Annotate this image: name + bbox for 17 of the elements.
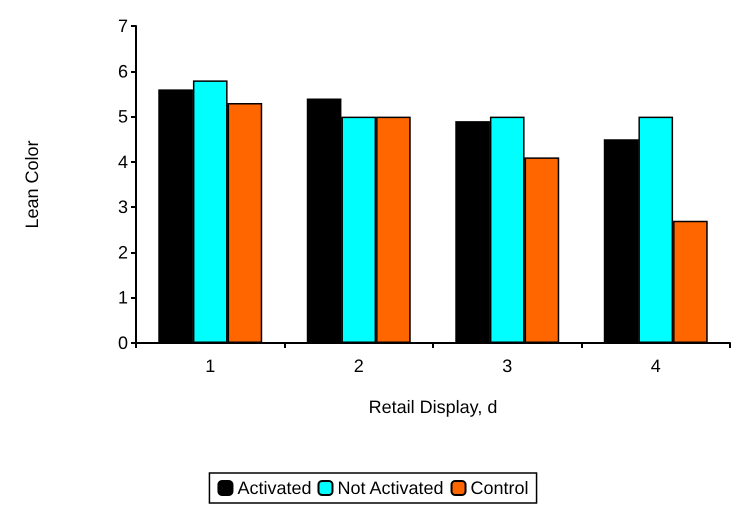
y-tick-label: 2 <box>118 242 128 262</box>
y-tick-label: 6 <box>118 61 128 82</box>
y-tick-label: 4 <box>118 152 128 172</box>
x-tick-label: 2 <box>354 356 364 376</box>
legend-label: Activated <box>237 478 312 498</box>
legend-label: Control <box>470 478 529 498</box>
y-tick-label: 7 <box>118 16 128 36</box>
y-tick-label: 0 <box>118 333 128 353</box>
y-tick-label: 1 <box>118 288 128 308</box>
x-axis-title: Retail Display, d <box>368 397 498 417</box>
legend-label: Not Activated <box>337 478 444 498</box>
y-tick-label: 5 <box>118 106 128 127</box>
y-tick-label: 3 <box>118 197 128 218</box>
x-tick-label: 4 <box>650 356 661 376</box>
x-tick-label: 1 <box>205 356 216 376</box>
y-axis-title: Lean Color <box>22 140 42 229</box>
x-tick-label: 3 <box>502 356 512 376</box>
